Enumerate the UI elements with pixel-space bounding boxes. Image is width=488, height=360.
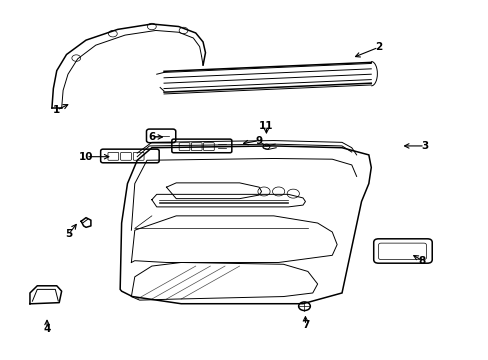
Text: 8: 8 [418, 256, 425, 266]
Text: 1: 1 [53, 105, 61, 115]
Text: 2: 2 [374, 42, 382, 52]
Text: 7: 7 [301, 320, 308, 330]
Text: 9: 9 [255, 136, 262, 145]
Text: 10: 10 [79, 152, 93, 162]
Text: 3: 3 [421, 141, 427, 151]
Text: 5: 5 [65, 229, 72, 239]
Text: 6: 6 [148, 132, 155, 142]
Text: 4: 4 [43, 324, 51, 334]
Text: 11: 11 [259, 121, 273, 131]
